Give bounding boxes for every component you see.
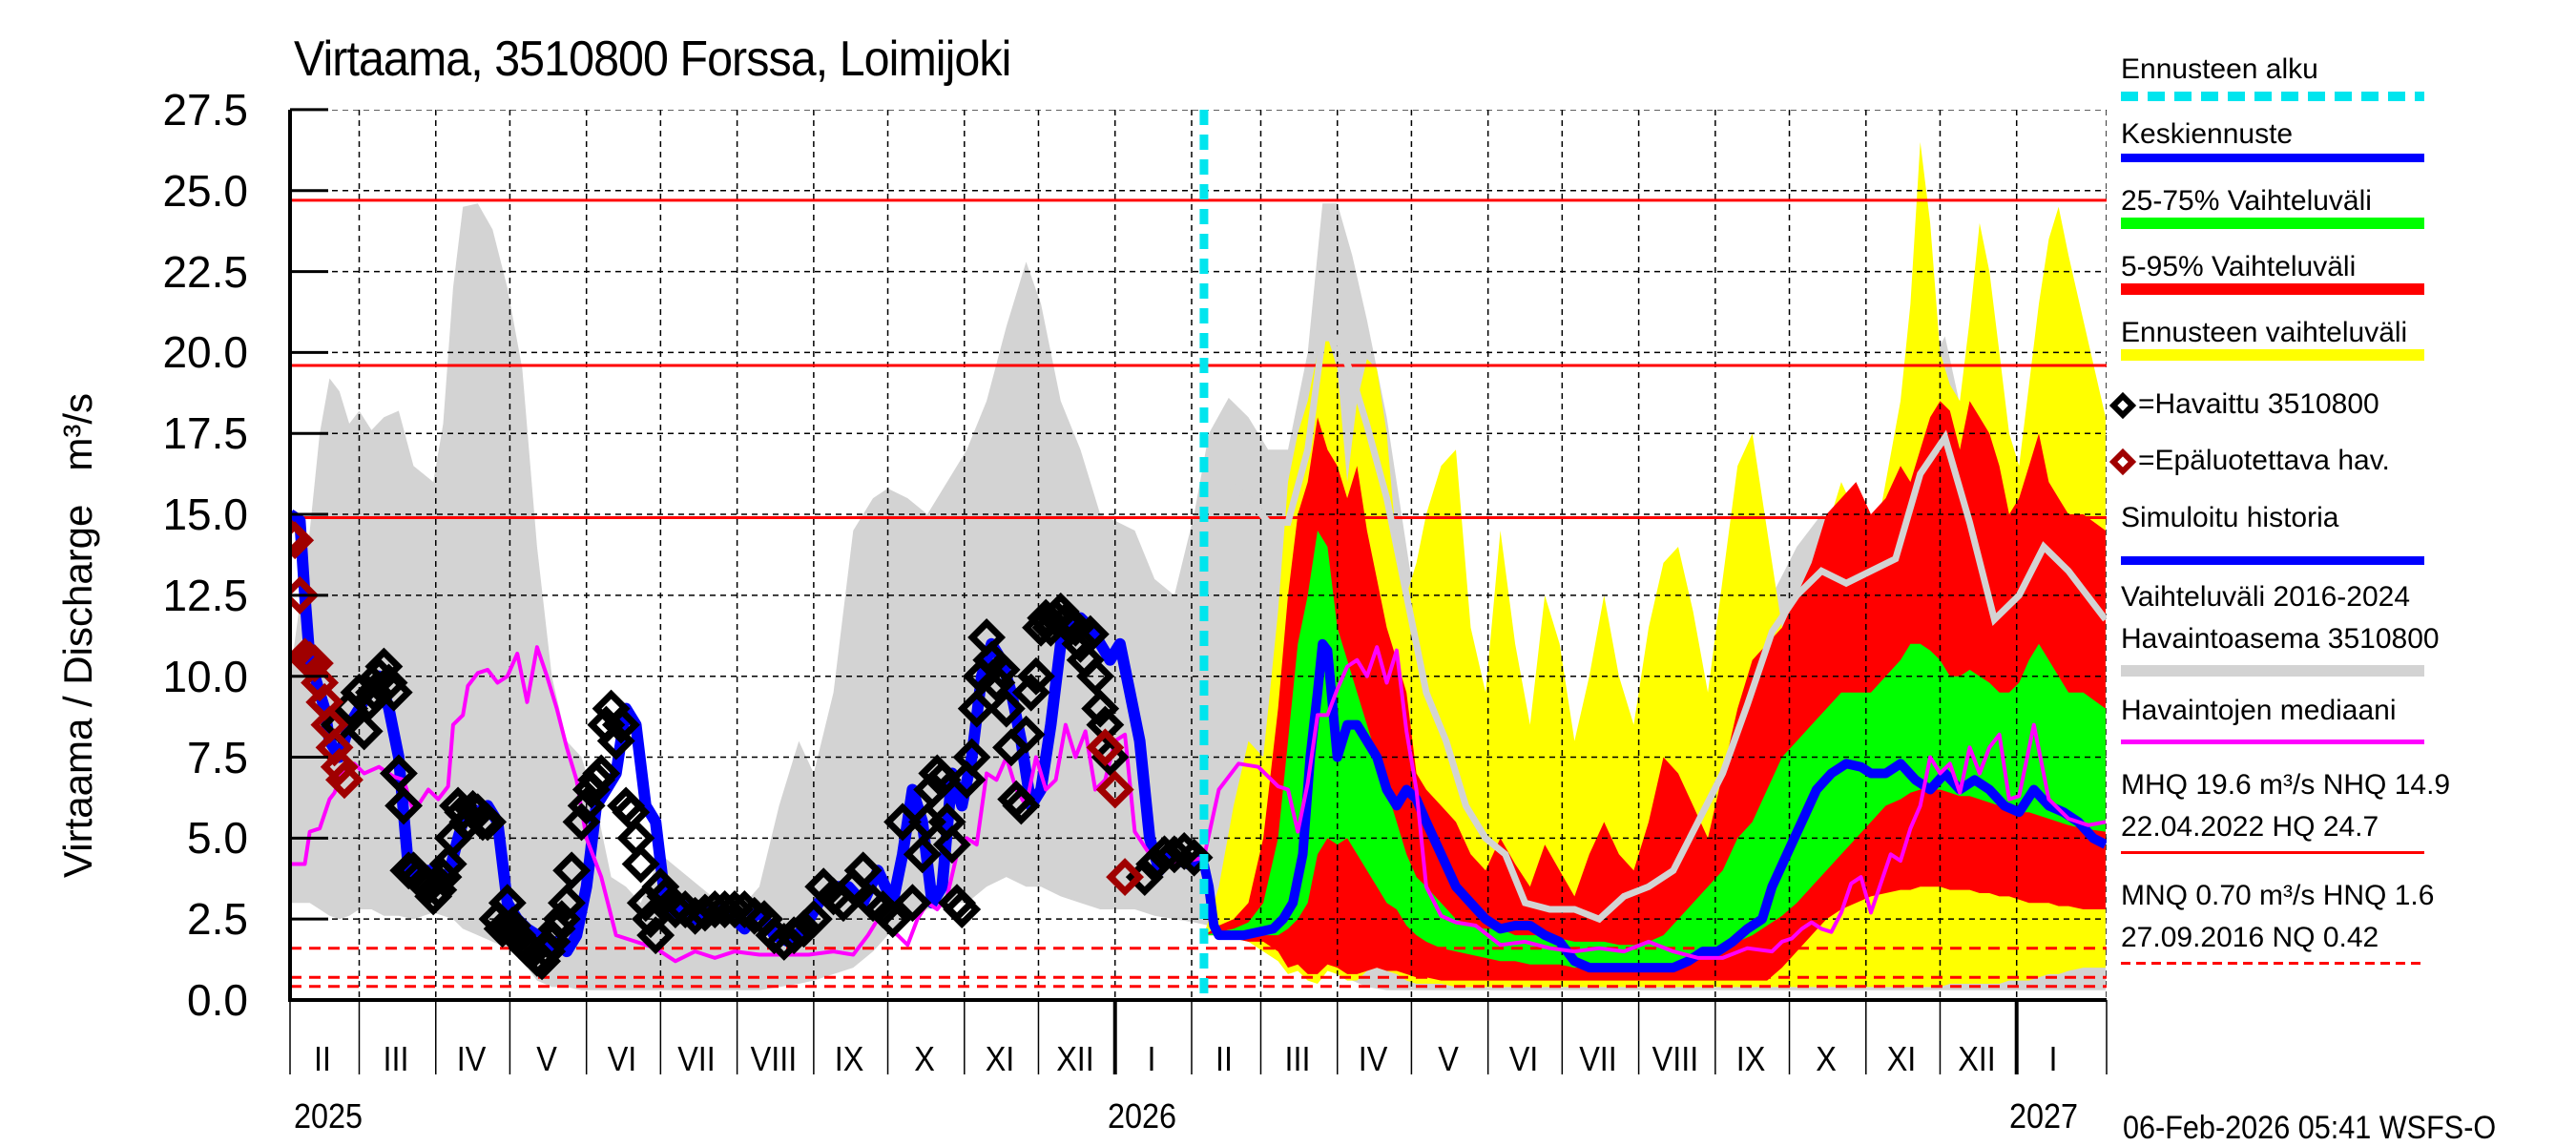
y-tick-label: 2.5 [187, 894, 248, 945]
month-label: I [1147, 1039, 1156, 1078]
chart-title: Virtaama, 3510800 Forssa, Loimijoki [294, 31, 1011, 87]
month-label: IX [834, 1039, 863, 1078]
month-label: II [1215, 1039, 1234, 1078]
month-label: VIII [1652, 1039, 1699, 1078]
legend-high-stats-label: MHQ 19.6 m³/s NHQ 14.9 [2121, 769, 2451, 801]
legend-forecast-start-swatch [2121, 92, 2424, 101]
grid-lines [290, 110, 2107, 1000]
y-tick-label: 12.5 [162, 570, 248, 620]
month-label: IX [1735, 1039, 1765, 1078]
historical-range-area [290, 203, 2106, 990]
y-tick-label: 10.0 [162, 651, 248, 701]
month-label: XI [985, 1039, 1014, 1078]
month-label: VI [607, 1039, 636, 1078]
observed-median-line [290, 645, 2107, 964]
month-label: IV [456, 1039, 486, 1078]
y-tick-label: 7.5 [187, 732, 248, 782]
month-label: III [1284, 1039, 1311, 1078]
y-tick-label: 17.5 [162, 408, 248, 459]
legend-band-5-95-swatch [2121, 283, 2424, 295]
y-axis-label: Virtaama / Discharge m³/s [55, 392, 100, 878]
legend-band-25-75-label: 25-75% Vaihteluväli [2121, 185, 2372, 217]
y-tick-label: 0.0 [187, 975, 248, 1025]
legend-obs-median-label: Havaintojen mediaani [2121, 695, 2397, 726]
legend-observed-label: =Havaittu 3510800 [2138, 388, 2379, 420]
month-label: VI [1508, 1039, 1538, 1078]
month-label: XII [1957, 1039, 1996, 1078]
legend-forecast-range-swatch [2121, 349, 2424, 361]
month-label: XI [1886, 1039, 1916, 1078]
legend-historical-range-label: Vaihteluväli 2016-2024 [2121, 581, 2411, 613]
legend-band-5-95-label: 5-95% Vaihteluväli [2121, 251, 2357, 282]
legend-median-forecast-label: Keskiennuste [2121, 118, 2294, 150]
legend-median-forecast-swatch [2121, 154, 2424, 162]
legend-forecast-range-label: Ennusteen vaihteluväli [2121, 317, 2408, 348]
historical-upper-line [1206, 334, 2107, 924]
legend-high-stats-swatch [2121, 851, 2424, 854]
month-label: II [314, 1039, 332, 1078]
year-label: 2026 [1107, 1096, 1176, 1136]
y-tick-label: 25.0 [162, 165, 248, 216]
year-label: 2027 [2008, 1096, 2078, 1136]
y-tick-label: 20.0 [162, 327, 248, 378]
legend-high-stats-label2: 22.04.2022 HQ 24.7 [2121, 811, 2379, 843]
legend-forecast-start-label: Ennusteen alku [2121, 53, 2318, 85]
year-label: 2025 [294, 1096, 364, 1136]
legend-historical-range-label2: Havaintoasema 3510800 [2121, 623, 2440, 655]
median-forecast-line [1199, 638, 2107, 973]
month-label: III [383, 1039, 409, 1078]
month-label: XII [1055, 1039, 1094, 1078]
month-label: VII [1579, 1039, 1618, 1078]
month-label: VIII [750, 1039, 798, 1078]
month-label: V [535, 1039, 557, 1078]
legend-low-stats-swatch [2121, 962, 2424, 965]
band-25-75-area [1203, 531, 2106, 969]
y-tick-label: 22.5 [162, 246, 248, 297]
timestamp-footer: 06-Feb-2026 05:41 WSFS-O [2123, 1110, 2497, 1146]
legend-low-stats-label: MNQ 0.70 m³/s HNQ 1.6 [2121, 880, 2435, 911]
month-label: X [1815, 1039, 1837, 1078]
legend-simulated-history-swatch [2121, 556, 2424, 565]
y-tick-label: 5.0 [187, 813, 248, 864]
month-label: IV [1358, 1039, 1387, 1078]
y-tick-label: 15.0 [162, 490, 248, 540]
y-tick-label: 27.5 [162, 84, 248, 135]
month-label: V [1437, 1039, 1459, 1078]
legend-unreliable-label: =Epäluotettava hav. [2138, 445, 2390, 476]
plot-area [290, 110, 2107, 1000]
legend-historical-range-swatch [2121, 665, 2424, 677]
month-label: X [913, 1039, 935, 1078]
reference-lines [290, 198, 2107, 989]
observed-markers [320, 592, 1214, 981]
legend-simulated-history-label: Simuloitu historia [2121, 502, 2339, 533]
axes [288, 108, 2108, 1074]
legend-band-25-75-swatch [2121, 218, 2424, 229]
month-label: I [2048, 1039, 2058, 1078]
legend-low-stats-label2: 27.09.2016 NQ 0.42 [2121, 922, 2379, 953]
month-label: VII [677, 1039, 717, 1078]
legend-obs-median-swatch [2121, 740, 2424, 744]
